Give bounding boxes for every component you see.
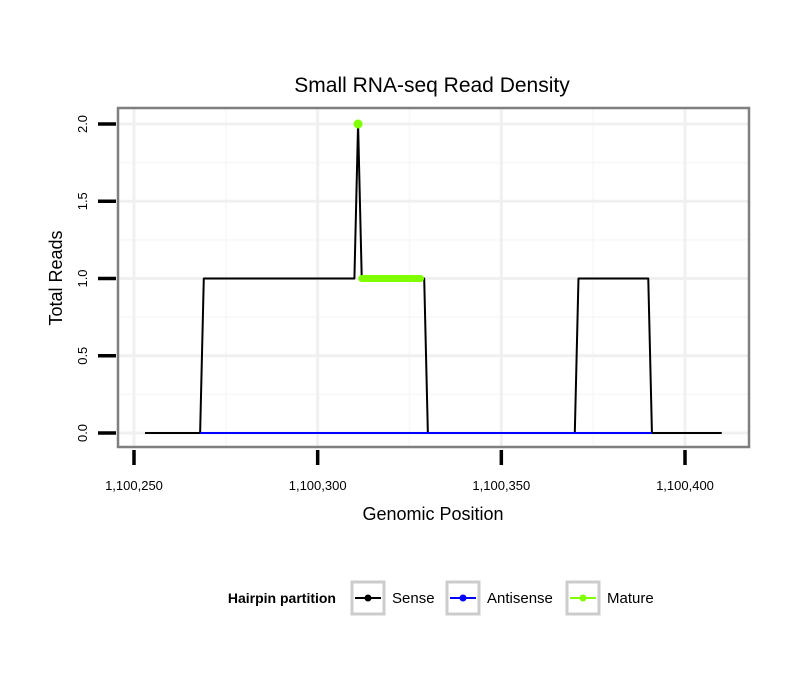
x-tick-label: 1,100,400 [656, 478, 714, 493]
panel-border-layer [116, 106, 751, 449]
legend-key-point [579, 594, 587, 602]
y-tick-label: 0.5 [75, 347, 90, 365]
series-layer [145, 119, 722, 434]
x-tick-label: 1,100,250 [105, 478, 163, 493]
chart-title: Small RNA-seq Read Density [294, 74, 570, 97]
y-axis: 0.0 0.5 1.0 1.5 2.0 [75, 115, 116, 442]
x-axis: 1,100,250 1,100,300 1,100,350 1,100,400 [105, 450, 714, 493]
legend: Hairpin partition Sense Antisense Mature [228, 580, 654, 616]
series-line-sense [145, 123, 722, 434]
legend-key-point [459, 594, 467, 602]
legend-label-antisense: Antisense [487, 590, 553, 607]
legend-title: Hairpin partition [228, 590, 336, 606]
y-tick-label: 2.0 [75, 115, 90, 133]
x-axis-title: Genomic Position [362, 504, 503, 524]
legend-label-mature: Mature [607, 590, 654, 607]
legend-key-point [364, 594, 372, 602]
y-tick-label: 1.5 [75, 192, 90, 210]
plot-border [116, 106, 751, 449]
legend-label-sense: Sense [392, 590, 435, 607]
y-axis-title: Total Reads [46, 230, 66, 325]
y-tick-label: 0.0 [75, 424, 90, 442]
x-tick-label: 1,100,300 [289, 478, 347, 493]
x-tick-label: 1,100,350 [472, 478, 530, 493]
series-point-mature [353, 119, 363, 129]
y-tick-label: 1.0 [75, 269, 90, 287]
gridlines [118, 108, 749, 447]
